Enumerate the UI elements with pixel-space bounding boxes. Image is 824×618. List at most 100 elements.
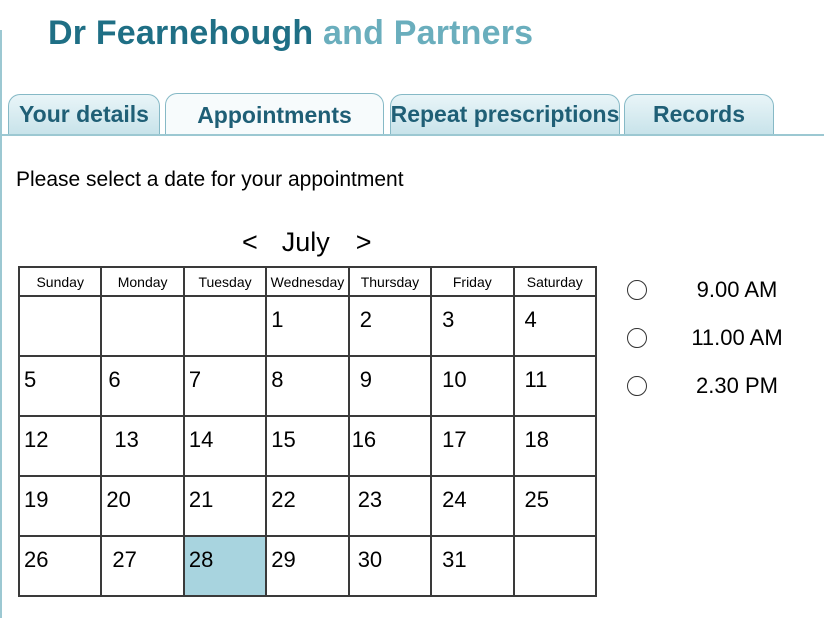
calendar-day-cell[interactable]: 4: [512, 295, 598, 357]
calendar-day-cell[interactable]: 8: [265, 355, 350, 417]
instruction-text: Please select a date for your appointmen…: [16, 168, 404, 191]
day-number: 2: [359, 307, 372, 332]
tab-baseline: [0, 134, 824, 136]
weekday-header: Tuesday: [182, 266, 268, 297]
calendar-day-cell[interactable]: 20: [100, 475, 185, 537]
page-title: Dr Fearnehough and Partners: [48, 14, 533, 53]
calendar-day-cell[interactable]: 3: [430, 295, 515, 357]
calendar-day-cell[interactable]: 25: [512, 475, 598, 537]
day-number: 24: [442, 487, 467, 512]
day-number: 10: [442, 367, 467, 392]
day-number: 16: [351, 427, 377, 452]
calendar-day-cell[interactable]: 5: [17, 355, 103, 417]
time-slot-option[interactable]: 2.30 PM: [627, 362, 807, 410]
day-number: 8: [271, 367, 284, 392]
day-number: 26: [24, 547, 49, 572]
calendar-day-cell[interactable]: 13: [100, 415, 185, 477]
time-slot-option[interactable]: 9.00 AM: [627, 266, 807, 314]
calendar-day-cell[interactable]: 7: [182, 355, 268, 417]
calendar-day-cell[interactable]: 1: [265, 295, 350, 357]
day-number: 28: [188, 547, 214, 572]
calendar-day-cell[interactable]: 9: [347, 355, 433, 417]
radio-button[interactable]: [627, 376, 647, 396]
tab-appointments[interactable]: Appointments: [165, 93, 384, 136]
time-slot-option[interactable]: 11.00 AM: [627, 314, 807, 362]
calendar-grid: Sunday Monday Tuesday Wednesday Thursday…: [17, 266, 598, 597]
day-number: 17: [442, 427, 467, 452]
calendar-day-cell[interactable]: 23: [347, 475, 433, 537]
title-practice-name: Dr Fearnehough: [48, 14, 314, 52]
day-number: 9: [359, 367, 372, 392]
day-number: 7: [188, 367, 202, 392]
calendar-day-cell[interactable]: 10: [430, 355, 515, 417]
calendar-day-cell[interactable]: 30: [347, 535, 433, 597]
weekday-header: Sunday: [17, 266, 103, 297]
calendar-day-cell[interactable]: 15: [265, 415, 350, 477]
calendar-week-row: 5 6 7 8 9 10 11: [17, 355, 598, 417]
day-number: 1: [271, 307, 284, 332]
day-number: 20: [106, 487, 131, 512]
calendar-week-row: 1 2 3 4: [17, 295, 598, 357]
radio-button[interactable]: [627, 328, 647, 348]
calendar-day-cell[interactable]: 11: [512, 355, 598, 417]
calendar-day-cell[interactable]: 28: [182, 535, 268, 597]
title-partners: and Partners: [323, 14, 534, 52]
day-number: 29: [271, 547, 296, 572]
month-label: July: [281, 227, 330, 257]
day-number: 4: [524, 307, 537, 332]
calendar-empty-cell: [512, 535, 598, 597]
month-navigator: < July >: [240, 227, 374, 258]
day-number: 21: [188, 487, 214, 512]
tab-label: Repeat prescriptions: [390, 101, 620, 127]
day-number: 12: [24, 427, 49, 452]
calendar-week-row: 12 13 14 15 16 17 18: [17, 415, 598, 477]
radio-button[interactable]: [627, 280, 647, 300]
day-number: 23: [357, 487, 383, 512]
day-number: 14: [188, 427, 214, 452]
calendar-day-cell[interactable]: 17: [430, 415, 515, 477]
calendar-week-row: 19 20 21 22 23 24 25: [17, 475, 598, 537]
tab-label: Records: [652, 101, 746, 127]
calendar-day-cell[interactable]: 29: [265, 535, 350, 597]
calendar-empty-cell: [17, 295, 103, 357]
day-number: 11: [524, 367, 548, 392]
day-number: 6: [108, 367, 121, 392]
calendar-empty-cell: [182, 295, 268, 357]
tab-repeat-prescriptions[interactable]: Repeat prescriptions: [390, 94, 620, 134]
calendar-day-cell[interactable]: 2: [347, 295, 433, 357]
weekday-header: Thursday: [347, 266, 433, 297]
calendar-day-cell[interactable]: 19: [17, 475, 103, 537]
day-number: 5: [24, 367, 37, 392]
calendar-day-cell[interactable]: 14: [182, 415, 268, 477]
weekday-header: Saturday: [512, 266, 598, 297]
tab-records[interactable]: Records: [624, 94, 774, 134]
calendar-day-cell[interactable]: 16: [347, 415, 433, 477]
calendar-day-cell[interactable]: 18: [512, 415, 598, 477]
day-number: 19: [24, 487, 49, 512]
weekday-header-row: Sunday Monday Tuesday Wednesday Thursday…: [17, 266, 598, 297]
calendar-day-cell[interactable]: 31: [430, 535, 515, 597]
time-slot-list: 9.00 AM 11.00 AM 2.30 PM: [627, 266, 807, 410]
tab-label: Appointments: [197, 101, 352, 128]
previous-month-button[interactable]: <: [242, 227, 258, 257]
weekday-header: Wednesday: [265, 266, 350, 297]
weekday-header: Monday: [100, 266, 185, 297]
day-number: 22: [271, 487, 296, 512]
calendar-day-cell[interactable]: 22: [265, 475, 350, 537]
calendar-day-cell[interactable]: 26: [17, 535, 103, 597]
calendar-day-cell[interactable]: 27: [100, 535, 185, 597]
tab-label: Your details: [19, 101, 149, 127]
calendar-empty-cell: [100, 295, 185, 357]
calendar-week-row: 26 27 28 29 30 31: [17, 535, 598, 597]
weekday-header: Friday: [430, 266, 515, 297]
calendar-day-cell[interactable]: 12: [17, 415, 103, 477]
calendar-day-cell[interactable]: 24: [430, 475, 515, 537]
time-slot-label: 9.00 AM: [696, 277, 778, 302]
day-number: 31: [442, 547, 467, 572]
day-number: 30: [357, 547, 383, 572]
calendar-day-cell[interactable]: 6: [100, 355, 185, 417]
day-number: 18: [524, 427, 550, 452]
calendar-day-cell[interactable]: 21: [182, 475, 268, 537]
next-month-button[interactable]: >: [355, 227, 372, 257]
tab-your-details[interactable]: Your details: [8, 94, 160, 134]
